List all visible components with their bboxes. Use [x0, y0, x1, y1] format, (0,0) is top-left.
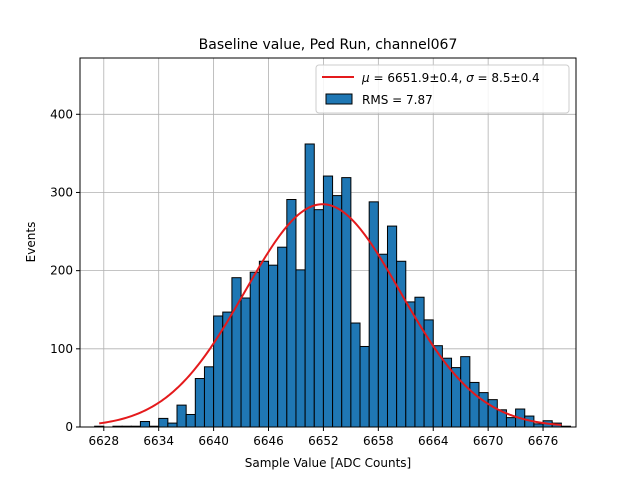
histogram-bar: [405, 301, 416, 428]
y-tick-label: 200: [50, 264, 73, 278]
histogram-bar: [350, 322, 361, 428]
histogram-bar: [505, 417, 517, 428]
legend-fit-sigma: 8.5±0.4: [491, 71, 539, 85]
fit-curve-group: [99, 203, 562, 426]
y-tick-label: 400: [50, 107, 73, 121]
x-tick-label: 6634: [143, 434, 174, 448]
histogram-bars: [94, 143, 572, 428]
x-tick-label: 6640: [198, 434, 229, 448]
x-tick-label: 6658: [363, 434, 394, 448]
x-tick-label: 6676: [528, 434, 559, 448]
x-axis-label: Sample Value [ADC Counts]: [245, 456, 411, 470]
histogram-bar: [203, 366, 215, 428]
histogram-bar: [277, 246, 288, 428]
histogram-bar: [194, 378, 205, 428]
histogram-bar: [139, 421, 151, 428]
histogram-bar: [368, 201, 379, 428]
histogram-bar: [377, 253, 388, 428]
histogram-bar: [295, 269, 306, 428]
legend-box: [315, 64, 570, 114]
y-tick-label: 300: [50, 185, 73, 199]
histogram-bar: [258, 260, 270, 428]
x-tick-label: 6646: [253, 434, 284, 448]
legend-hist-swatch: [325, 93, 353, 105]
histogram-bar: [185, 413, 196, 428]
legend-fit-label: μ = 6651.9±0.4, σ = 8.5±0.4: [361, 71, 540, 85]
x-tick-label: 6628: [89, 434, 120, 448]
x-tick-label: 6664: [418, 434, 449, 448]
histogram-bar: [249, 271, 260, 428]
histogram-bar: [268, 264, 279, 428]
plot-frame: [79, 57, 577, 428]
histogram-bar: [222, 311, 233, 428]
legend-fit-mu: 6651.9±0.4: [387, 71, 458, 85]
histogram-bar: [176, 404, 187, 428]
histogram-bar: [313, 209, 324, 428]
legend: μ = 6651.9±0.4, σ = 8.5±0.4 RMS = 7.87: [315, 64, 570, 114]
histogram-bar: [469, 381, 480, 428]
x-axis-ticks: 6628 6634 6640 6646 6652 6658 6664 6670 6676: [89, 427, 559, 448]
y-tick-label: 0: [65, 420, 73, 434]
histogram-bar: [167, 422, 178, 428]
chart-title: Baseline value, Ped Run, channel067: [199, 37, 458, 53]
y-axis-ticks: 0 100 200 300 400: [50, 107, 80, 434]
histogram-bar: [386, 225, 398, 428]
histogram-bar: [359, 345, 370, 428]
y-axis-label: Events: [24, 222, 38, 263]
histogram-bar: [322, 175, 334, 428]
x-tick-label: 6652: [308, 434, 339, 448]
histogram-bar: [158, 417, 169, 428]
histogram-bar: [460, 356, 471, 428]
x-tick-label: 6670: [473, 434, 504, 448]
histogram-bar: [332, 195, 343, 428]
legend-hist-label: RMS = 7.87: [362, 93, 433, 107]
histogram-bar: [240, 297, 251, 428]
histogram-bar: [304, 143, 315, 428]
y-tick-label: 100: [50, 342, 73, 356]
fit-curve: [99, 203, 562, 426]
histogram-bar: [286, 199, 297, 428]
histogram-bar: [414, 296, 425, 428]
